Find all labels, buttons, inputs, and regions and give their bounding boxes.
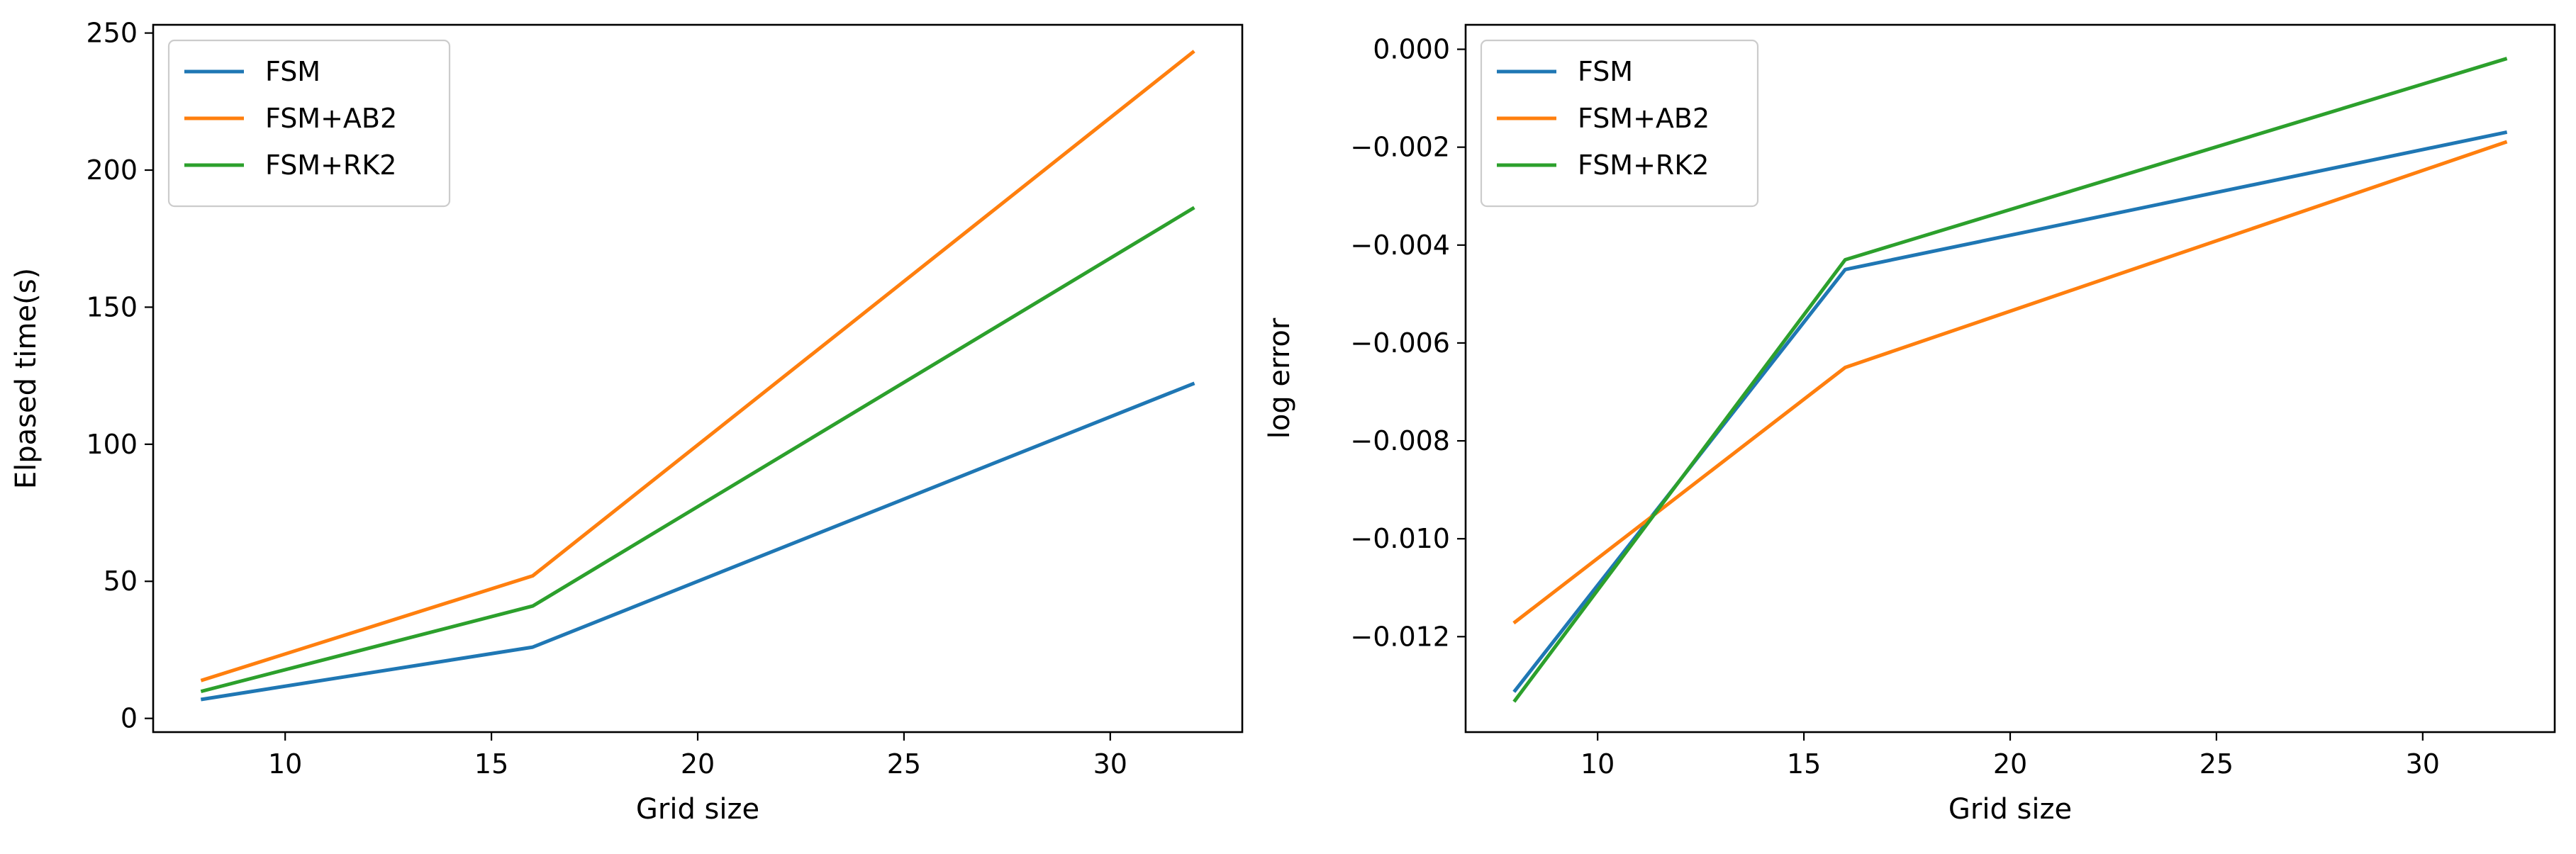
chart-log-error: 10 15 20 25 30 0.000 −0.002 −0.004 −0.006 −0.008 −… bbox=[1264, 23, 2556, 826]
x-tick-label: 15 bbox=[1787, 748, 1821, 780]
x-tick-label: 30 bbox=[2406, 748, 2440, 780]
series-line-2 bbox=[200, 50, 1195, 682]
x-tick-label: 20 bbox=[1993, 748, 2027, 780]
legend-label-1: FSM bbox=[265, 56, 320, 87]
x-axis-label: Grid size bbox=[636, 793, 759, 826]
y-tick-label: 200 bbox=[86, 154, 138, 186]
series-line-2 bbox=[1512, 140, 2508, 625]
y-tick-label: 100 bbox=[86, 429, 138, 460]
y-axis-label: Elpased time(s) bbox=[10, 268, 43, 489]
series-line-3 bbox=[1512, 57, 2508, 703]
legend-label-1: FSM bbox=[1578, 56, 1633, 87]
x-tick-label: 20 bbox=[681, 748, 715, 780]
x-tick-label: 25 bbox=[887, 748, 921, 780]
y-axis-label: log error bbox=[1264, 318, 1296, 439]
x-tick-label: 10 bbox=[1580, 748, 1615, 780]
legend: FSM FSM+AB2 FSM+RK2 bbox=[167, 39, 451, 208]
series-line-1 bbox=[1512, 130, 2508, 693]
x-tick-label: 15 bbox=[474, 748, 508, 780]
legend-label-3: FSM+RK2 bbox=[1578, 150, 1709, 181]
y-tick-label: 0 bbox=[121, 703, 138, 734]
y-tick-label: −0.002 bbox=[1350, 132, 1450, 163]
x-axis-label: Grid size bbox=[1948, 793, 2072, 826]
y-tick-label: −0.008 bbox=[1350, 425, 1450, 456]
x-tick-label: 30 bbox=[1093, 748, 1127, 780]
legend-label-3: FSM+RK2 bbox=[265, 150, 396, 181]
y-tick-label: −0.010 bbox=[1350, 523, 1450, 554]
legend-label-2: FSM+AB2 bbox=[1578, 103, 1710, 134]
y-tick-label: 250 bbox=[86, 18, 138, 49]
y-tick-label: −0.012 bbox=[1350, 621, 1450, 652]
y-tick-label: −0.004 bbox=[1350, 230, 1450, 261]
x-tick-label: 25 bbox=[2199, 748, 2234, 780]
series-line-3 bbox=[200, 206, 1195, 694]
y-tick-label: 0.000 bbox=[1373, 34, 1450, 65]
y-tick-label: 150 bbox=[86, 291, 138, 322]
x-tick-label: 10 bbox=[268, 748, 302, 780]
y-tick-label: 50 bbox=[104, 566, 138, 597]
legend-label-2: FSM+AB2 bbox=[265, 103, 397, 134]
y-tick-label: −0.006 bbox=[1350, 327, 1450, 359]
series-line-1 bbox=[200, 381, 1195, 702]
legend: FSM FSM+AB2 FSM+RK2 bbox=[1480, 39, 1759, 208]
chart-elapsed-time: 10 15 20 25 30 0 50 100 150 200 250 Grid size Elpase… bbox=[10, 18, 1244, 826]
